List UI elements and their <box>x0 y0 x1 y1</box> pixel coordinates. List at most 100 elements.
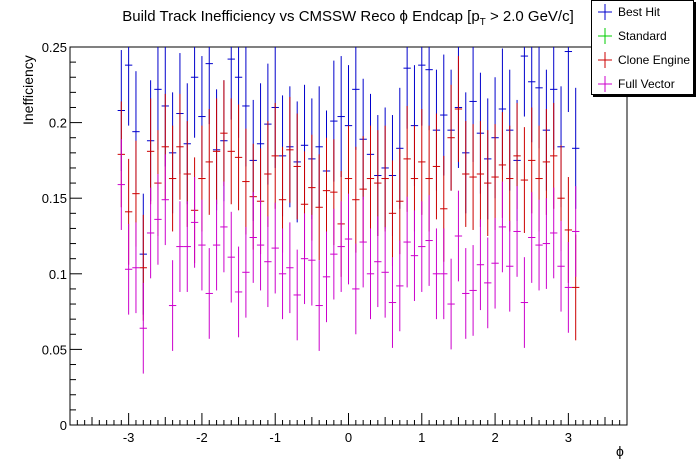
point-clone-engine <box>271 102 279 209</box>
point-full-vector <box>454 190 463 282</box>
x-tick-label: -1 <box>269 430 281 445</box>
point-full-vector <box>132 222 140 314</box>
point-full-vector <box>352 243 360 335</box>
legend-label-best-hit: Best Hit <box>618 5 661 19</box>
point-clone-engine <box>520 127 529 233</box>
point-full-vector <box>322 231 331 323</box>
point-full-vector <box>337 201 345 292</box>
point-clone-engine <box>418 108 426 215</box>
point-full-vector <box>557 220 565 312</box>
legend-marker-full-vector <box>598 76 612 92</box>
point-clone-engine <box>286 96 294 203</box>
point-best-hit <box>337 56 345 178</box>
point-full-vector <box>425 195 433 286</box>
point-full-vector <box>300 213 309 305</box>
point-full-vector <box>286 222 294 314</box>
point-full-vector <box>278 228 287 320</box>
y-axis-label: Inefficiency <box>20 55 36 125</box>
point-clone-engine <box>396 148 404 255</box>
point-full-vector <box>410 210 419 302</box>
point-full-vector <box>256 199 265 291</box>
legend-label-full-vector: Full Vector <box>618 77 675 91</box>
point-clone-engine <box>506 125 514 232</box>
x-tick-label: 3 <box>565 430 572 445</box>
point-clone-engine <box>381 125 389 232</box>
point-full-vector <box>264 216 272 308</box>
point-best-hit <box>564 47 573 113</box>
point-clone-engine <box>293 113 301 220</box>
point-full-vector <box>308 214 316 306</box>
chart-title: Build Track Inefficiency vs CMSSW Reco ϕ… <box>0 8 696 28</box>
point-full-vector <box>520 257 529 348</box>
point-full-vector <box>366 228 375 320</box>
y-tick-label: 0.1 <box>49 267 67 282</box>
point-clone-engine <box>432 113 441 220</box>
y-tick-label: 0.2 <box>49 116 67 131</box>
point-clone-engine <box>462 121 470 227</box>
point-full-vector <box>249 192 257 283</box>
legend: Best Hit Standard Clone Engine Full Vect… <box>591 0 694 95</box>
point-full-vector <box>447 258 455 350</box>
point-full-vector <box>572 186 580 277</box>
legend-item-full-vector: Full Vector <box>592 73 693 95</box>
chart-title-main: Build Track Inefficiency vs CMSSW Reco ϕ… <box>122 8 480 25</box>
point-clone-engine <box>352 146 360 253</box>
point-full-vector <box>418 201 426 292</box>
point-best-hit <box>352 47 360 150</box>
point-full-vector <box>528 192 536 283</box>
point-full-vector <box>513 186 521 277</box>
legend-label-clone-engine: Clone Engine <box>618 53 691 67</box>
point-full-vector <box>315 260 323 351</box>
point-clone-engine <box>264 121 272 227</box>
point-best-hit <box>124 47 133 126</box>
point-full-vector <box>381 226 389 318</box>
point-clone-engine <box>212 98 221 205</box>
point-full-vector <box>359 196 367 288</box>
point-full-vector <box>139 282 147 374</box>
point-full-vector <box>242 226 250 318</box>
point-full-vector <box>271 202 279 294</box>
point-full-vector <box>374 216 382 308</box>
point-full-vector <box>212 199 221 291</box>
point-full-vector <box>124 223 133 315</box>
point-clone-engine <box>469 124 477 230</box>
point-clone-engine <box>234 104 243 211</box>
point-clone-engine <box>146 98 155 205</box>
chart-title-subscript: T <box>479 17 486 28</box>
point-clone-engine <box>476 121 485 227</box>
y-tick-label: 0.05 <box>42 342 67 357</box>
point-full-vector <box>190 177 199 268</box>
legend-item-clone-engine: Clone Engine <box>592 49 693 71</box>
point-full-vector <box>476 219 485 311</box>
point-full-vector <box>462 248 470 339</box>
legend-item-best-hit: Best Hit <box>592 1 693 23</box>
point-clone-engine <box>454 56 463 162</box>
point-full-vector <box>227 211 235 303</box>
point-clone-engine <box>366 125 375 232</box>
legend-label-standard: Standard <box>618 29 667 43</box>
point-full-vector <box>344 193 353 285</box>
point-full-vector <box>161 154 169 246</box>
point-full-vector <box>469 245 477 336</box>
legend-item-standard: Standard <box>592 25 693 47</box>
point-full-vector <box>396 240 404 332</box>
chart-title-end: > 2.0 GeV/c] <box>485 8 574 25</box>
point-full-vector <box>154 174 162 265</box>
point-full-vector <box>535 199 543 291</box>
point-full-vector <box>198 199 206 291</box>
point-clone-engine <box>542 108 551 215</box>
point-clone-engine <box>176 93 184 200</box>
point-clone-engine <box>322 137 331 244</box>
point-clone-engine <box>220 80 228 187</box>
point-full-vector <box>403 196 411 288</box>
point-clone-engine <box>168 125 177 232</box>
legend-marker-standard <box>598 28 612 44</box>
point-full-vector <box>542 198 551 289</box>
point-full-vector <box>293 249 301 341</box>
point-full-vector <box>220 181 228 273</box>
point-full-vector <box>117 139 125 230</box>
point-full-vector <box>168 260 177 351</box>
point-full-vector <box>234 246 243 338</box>
x-axis-label: ϕ <box>616 443 624 459</box>
point-clone-engine <box>315 154 323 261</box>
